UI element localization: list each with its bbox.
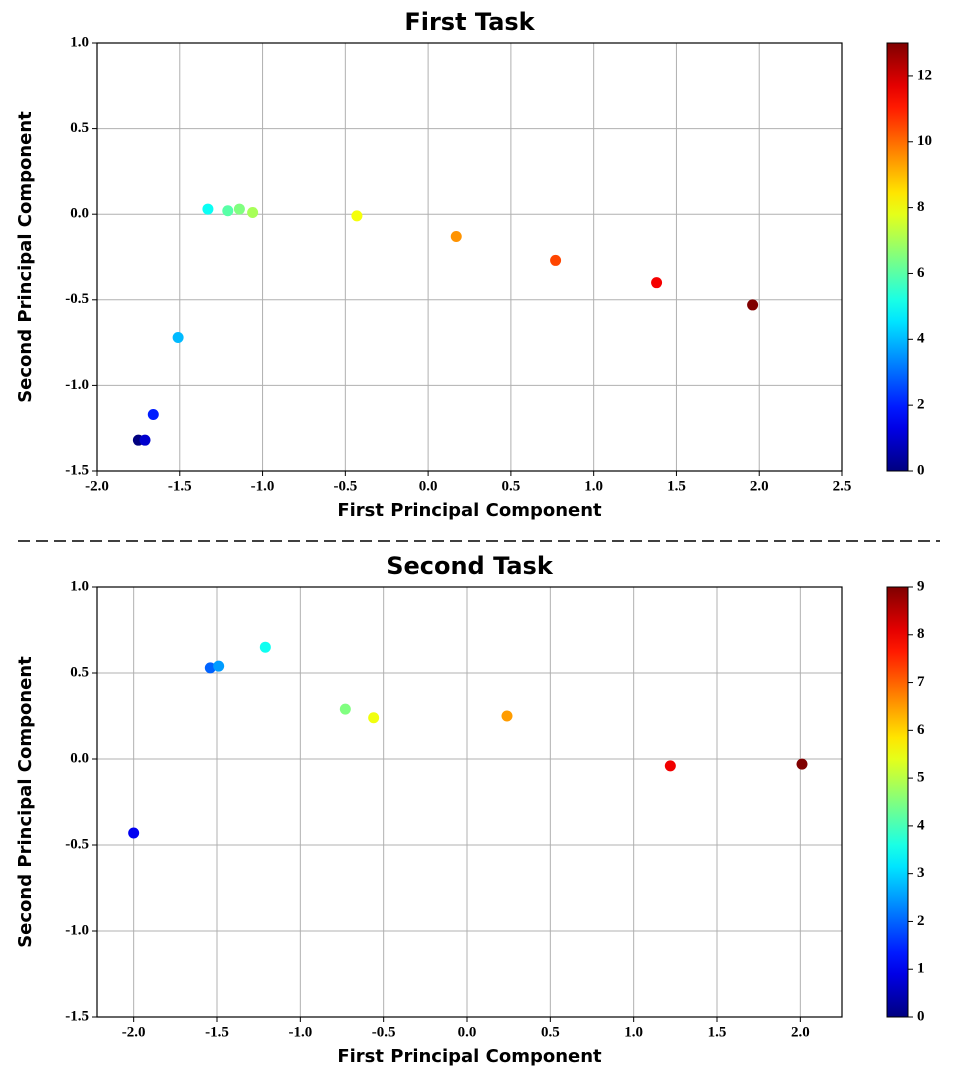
x-tick-label: -1.5 xyxy=(168,478,192,494)
point xyxy=(139,434,151,446)
x-tick-label: -0.5 xyxy=(372,1024,396,1040)
y-tick-label: -1.5 xyxy=(65,1008,89,1024)
y-tick-label: 0.0 xyxy=(70,206,89,222)
y-tick-label: -1.0 xyxy=(65,377,89,393)
colorbar-tick-label: 0 xyxy=(917,1008,925,1024)
point xyxy=(368,712,380,724)
point xyxy=(147,409,159,421)
x-tick-label: 2.0 xyxy=(750,478,769,494)
y-tick-label: 1.0 xyxy=(70,34,89,50)
colorbar-tick-label: 8 xyxy=(917,626,925,642)
colorbar-tick-label: 12 xyxy=(917,67,932,83)
x-tick-label: 2.5 xyxy=(833,478,852,494)
y-tick-label: -1.0 xyxy=(65,922,89,938)
colorbar-tick-label: 7 xyxy=(917,674,925,690)
plot-frame xyxy=(96,42,843,472)
colorbar-tick-label: 2 xyxy=(917,397,925,413)
colorbar-tick-label: 5 xyxy=(917,770,925,786)
y-tick-label: 0.0 xyxy=(70,750,89,766)
point xyxy=(747,299,759,311)
point xyxy=(259,641,271,653)
colorbar xyxy=(886,586,909,1018)
chart-title: First Task xyxy=(404,8,535,36)
colorbar-tick-label: 9 xyxy=(917,578,925,594)
colorbar-tick-label: 3 xyxy=(917,865,925,881)
colorbar-tick-label: 6 xyxy=(917,722,925,738)
colorbar xyxy=(886,42,909,472)
chart-title: Second Task xyxy=(386,552,554,580)
point xyxy=(651,277,663,289)
point xyxy=(247,206,259,218)
x-tick-label: -1.5 xyxy=(205,1024,229,1040)
point xyxy=(796,758,808,770)
x-tick-label: 2.0 xyxy=(791,1024,810,1040)
y-tick-label: 0.5 xyxy=(70,120,89,136)
x-tick-label: -1.0 xyxy=(288,1024,312,1040)
x-tick-label: -0.5 xyxy=(333,478,357,494)
point xyxy=(233,203,245,215)
x-tick-label: 0.0 xyxy=(458,1024,477,1040)
point xyxy=(450,230,462,242)
point xyxy=(213,660,225,672)
x-tick-label: 1.5 xyxy=(667,478,686,494)
y-axis-label: Second Principal Component xyxy=(15,656,36,948)
y-axis-label: Second Principal Component xyxy=(15,111,36,403)
colorbar-tick-label: 6 xyxy=(917,265,925,281)
colorbar-tick-label: 4 xyxy=(917,817,925,833)
point xyxy=(550,254,562,266)
point xyxy=(501,710,513,722)
colorbar-tick-label: 0 xyxy=(917,462,925,478)
colorbar-tick-label: 4 xyxy=(917,331,925,347)
colorbar-tick-label: 10 xyxy=(917,133,932,149)
point xyxy=(128,827,140,839)
x-tick-label: 1.0 xyxy=(624,1024,643,1040)
x-tick-label: 0.5 xyxy=(541,1024,560,1040)
point xyxy=(204,662,216,674)
plot-area xyxy=(97,587,842,1017)
x-tick-label: 0.5 xyxy=(502,478,521,494)
x-axis-label: First Principal Component xyxy=(337,500,602,521)
point xyxy=(222,205,234,217)
x-tick-label: 1.5 xyxy=(708,1024,727,1040)
point xyxy=(664,760,676,772)
plot-area xyxy=(97,43,842,471)
x-tick-label: 1.0 xyxy=(584,478,603,494)
colorbar-tick-label: 2 xyxy=(917,913,925,929)
x-axis-label: First Principal Component xyxy=(337,1046,602,1067)
colorbar-tick-label: 8 xyxy=(917,199,925,215)
y-tick-label: 1.0 xyxy=(70,578,89,594)
y-tick-label: -0.5 xyxy=(65,291,89,307)
point xyxy=(172,331,184,343)
point xyxy=(202,203,214,215)
y-tick-label: -0.5 xyxy=(65,836,89,852)
y-tick-label: 0.5 xyxy=(70,664,89,680)
x-tick-label: 0.0 xyxy=(419,478,438,494)
x-tick-label: -1.0 xyxy=(251,478,275,494)
point xyxy=(339,703,351,715)
colorbar-tick-label: 1 xyxy=(917,961,925,977)
x-tick-label: -2.0 xyxy=(122,1024,146,1040)
point xyxy=(351,210,363,222)
plot-frame xyxy=(96,586,843,1018)
x-tick-label: -2.0 xyxy=(85,478,109,494)
y-tick-label: -1.5 xyxy=(65,462,89,478)
